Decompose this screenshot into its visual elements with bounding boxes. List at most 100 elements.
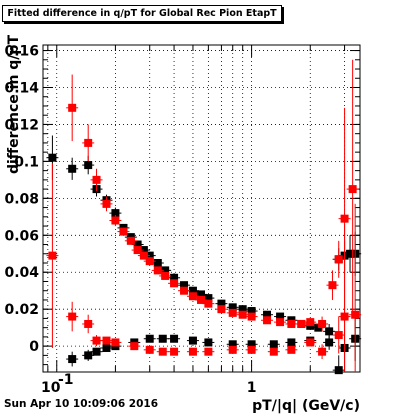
data-point xyxy=(228,340,237,349)
data-point xyxy=(92,336,101,345)
data-point xyxy=(102,199,111,208)
axis-ticks xyxy=(43,45,360,372)
x-tick-label: 10 xyxy=(41,380,61,396)
data-point xyxy=(126,236,135,245)
data-point xyxy=(68,164,77,173)
data-point xyxy=(153,259,162,267)
data-point xyxy=(68,312,77,321)
data-point xyxy=(197,295,206,304)
x-tick-label-exponent: -1 xyxy=(58,372,74,388)
data-point xyxy=(130,342,139,351)
data-point xyxy=(158,347,167,356)
data-point xyxy=(119,227,128,236)
data-point xyxy=(84,351,93,360)
data-point xyxy=(334,366,343,375)
data-point xyxy=(180,281,189,290)
series-1 xyxy=(46,59,362,372)
data-point xyxy=(325,338,334,347)
data-point xyxy=(204,347,213,356)
data-point xyxy=(188,286,197,295)
data-point xyxy=(269,340,278,349)
data-point xyxy=(133,240,142,249)
y-tick-label: 0.08 xyxy=(4,191,39,207)
data-point xyxy=(228,308,237,317)
data-point xyxy=(287,319,296,328)
x-tick-label: 1 xyxy=(247,380,257,396)
data-point xyxy=(133,246,142,255)
data-point xyxy=(276,312,285,321)
data-point xyxy=(84,138,93,147)
data-point xyxy=(145,257,154,266)
data-point xyxy=(92,175,101,184)
y-tick-label: 0.16 xyxy=(4,44,39,60)
data-point xyxy=(247,340,256,349)
x-axis-title: pT/|q| (GeV/c) xyxy=(252,398,360,414)
data-point xyxy=(180,286,189,295)
y-tick-label: 0 xyxy=(29,339,39,355)
data-point xyxy=(92,347,101,356)
timestamp-footer: Sun Apr 10 10:09:06 2016 xyxy=(4,398,159,410)
data-point xyxy=(161,271,170,280)
data-point xyxy=(145,345,154,354)
data-point xyxy=(139,251,148,260)
data-point xyxy=(276,318,285,327)
data-point xyxy=(84,319,93,328)
data-point xyxy=(161,266,170,275)
data-point xyxy=(188,336,197,345)
y-tick-label: 0.12 xyxy=(4,117,39,133)
data-point xyxy=(170,279,179,288)
data-point xyxy=(111,216,120,225)
data-point xyxy=(84,161,93,170)
y-axis-title: difference in q/pT xyxy=(6,35,22,174)
data-point xyxy=(217,299,226,308)
chart-title: Fitted difference in q/pT for Global Rec… xyxy=(2,5,282,22)
y-tick-label: 0.04 xyxy=(4,265,39,281)
data-point xyxy=(158,334,167,343)
data-point xyxy=(238,305,247,314)
data-point xyxy=(102,336,111,345)
data-point xyxy=(204,338,213,347)
data-point xyxy=(139,246,148,255)
data-point xyxy=(334,255,343,264)
data-point xyxy=(247,307,256,316)
series-layer xyxy=(46,59,362,375)
data-point xyxy=(287,345,296,354)
data-point xyxy=(328,281,337,290)
data-point xyxy=(263,316,272,325)
data-point xyxy=(228,303,237,312)
data-point xyxy=(111,209,120,218)
data-point xyxy=(197,290,206,299)
data-point xyxy=(228,345,237,354)
data-point xyxy=(340,214,349,223)
data-point xyxy=(68,103,77,112)
data-point xyxy=(269,347,278,356)
data-point xyxy=(111,338,120,347)
data-point xyxy=(318,347,327,356)
data-point xyxy=(188,292,197,301)
data-point xyxy=(153,266,162,275)
data-point xyxy=(306,338,315,347)
data-point xyxy=(217,305,226,314)
data-point xyxy=(287,338,296,347)
data-point xyxy=(351,310,360,319)
data-point xyxy=(170,273,179,282)
y-tick-label: 0.14 xyxy=(4,80,39,96)
data-point xyxy=(102,343,111,352)
y-tick-label: 0.1 xyxy=(14,154,39,170)
data-point xyxy=(340,312,349,321)
y-tick-label: 0.06 xyxy=(4,228,39,244)
plot-frame xyxy=(42,44,361,373)
data-point xyxy=(318,319,327,328)
data-point xyxy=(145,334,154,343)
y-tick-label: 0.02 xyxy=(4,302,39,318)
plot-frame-rect xyxy=(42,44,361,373)
data-point xyxy=(348,185,357,194)
data-point xyxy=(204,294,213,303)
data-point xyxy=(247,312,256,321)
data-point xyxy=(247,345,256,354)
data-point xyxy=(48,251,57,260)
data-point xyxy=(170,347,179,356)
data-point xyxy=(263,310,272,319)
data-point xyxy=(48,153,57,162)
